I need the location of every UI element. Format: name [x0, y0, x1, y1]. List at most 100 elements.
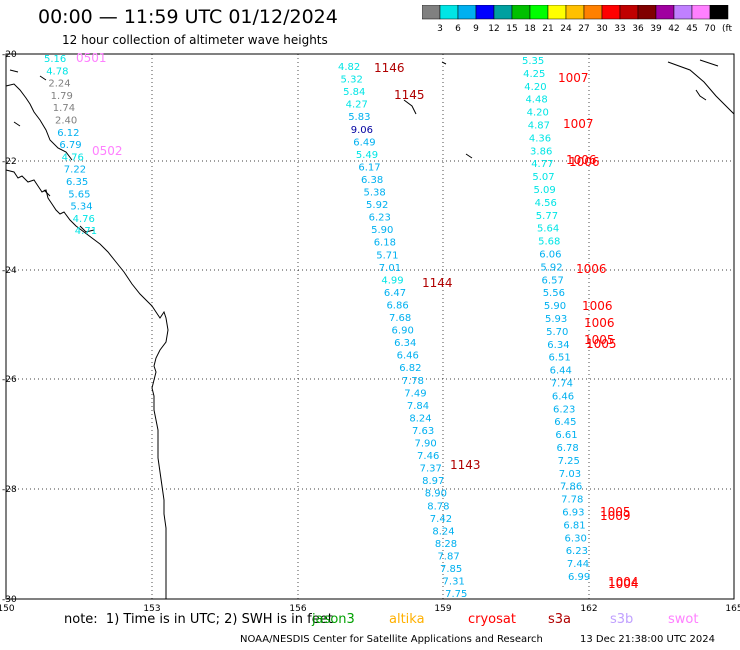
wave-height-label: 7.68 [389, 313, 411, 324]
time-label: 1146 [374, 61, 405, 75]
page-title: 00:00 — 11:59 UTC 01/12/2024 [38, 6, 338, 28]
lon-tick-label: 153 [143, 604, 160, 614]
colorbar-label: 12 [488, 24, 499, 34]
wave-height-label: 5.93 [545, 314, 567, 325]
coastline-islands [9, 69, 95, 233]
time-label: 1005 [586, 337, 617, 351]
wave-height-label: 7.78 [561, 495, 583, 506]
footer-date: 13 Dec 21:38:00 UTC 2024 [580, 634, 715, 645]
wave-height-label: 5.38 [364, 188, 386, 199]
time-label: 1004 [608, 577, 639, 591]
lat-tick-label: -20 [2, 50, 17, 60]
colorbar-label: 24 [560, 24, 572, 34]
wave-height-label: 6.17 [358, 162, 380, 173]
wave-height-label: 6.47 [384, 288, 406, 299]
colorbar-label: 45 [686, 24, 697, 34]
wave-height-label: 4.20 [524, 82, 546, 93]
time-label: 1009 [600, 509, 631, 523]
wave-height-label: 6.23 [553, 404, 575, 415]
wave-height-label: 5.16 [44, 54, 66, 65]
satellite-legend-s3b: s3b [610, 612, 634, 627]
colorbar-swatch [422, 5, 441, 20]
wave-height-label: 4.78 [46, 66, 68, 77]
wave-height-label: 6.45 [554, 417, 576, 428]
wave-height-label: 4.87 [528, 121, 550, 132]
time-label: 1004 [608, 575, 639, 589]
wave-height-label: 4.82 [338, 62, 360, 73]
wave-height-label: 5.83 [348, 112, 370, 123]
wave-height-label: 7.01 [379, 263, 401, 274]
wave-height-label: 7.87 [437, 551, 459, 562]
colorbar-label: 6 [455, 24, 461, 34]
wave-height-label: 7.46 [417, 451, 439, 462]
colorbar-swatch [439, 5, 459, 20]
wave-height-label: 5.07 [532, 172, 554, 183]
colorbar-swatch [673, 5, 693, 20]
wave-height-label: 5.64 [537, 224, 559, 235]
wave-height-label: 1.74 [53, 103, 75, 114]
lon-tick-label: 165 [725, 604, 740, 614]
wave-height-label: 6.06 [539, 250, 561, 261]
colorbar-swatch [601, 5, 621, 20]
lon-tick-label: 150 [0, 604, 15, 614]
wave-height-label: 6.23 [566, 546, 588, 557]
wave-height-label: 4.76 [62, 152, 84, 163]
time-label: 1006 [569, 155, 600, 169]
wave-height-label: 5.90 [544, 301, 566, 312]
colorbar-swatch [529, 5, 549, 20]
wave-height-label: 4.71 [75, 226, 97, 237]
wave-height-label: 7.75 [445, 589, 467, 600]
colorbar-label: 30 [596, 24, 608, 34]
wave-height-label: 8.90 [425, 489, 447, 500]
coastline-north [5, 83, 73, 161]
colorbar-label: 33 [614, 24, 625, 34]
track-layer: 5.164.782.241.791.742.406.126.794.767.22… [44, 51, 639, 600]
wave-height-label: 7.31 [443, 577, 465, 588]
wave-height-label: 7.44 [567, 559, 589, 570]
time-label: 1145 [394, 88, 425, 102]
colorbar-label: 21 [542, 24, 553, 34]
wave-height-label: 4.77 [531, 159, 553, 170]
lat-tick-label: -30 [2, 595, 17, 605]
colorbar-swatch [457, 5, 477, 20]
wave-height-label: 6.34 [394, 338, 416, 349]
wave-height-label: 5.56 [543, 288, 565, 299]
colorbar-swatch [619, 5, 639, 20]
wave-height-label: 7.90 [415, 439, 437, 450]
wave-height-label: 7.22 [64, 165, 86, 176]
colorbar-unit: (ft) [722, 24, 732, 34]
wave-height-label: 5.77 [536, 211, 558, 222]
wave-height-label: 6.46 [552, 391, 574, 402]
wave-height-label: 5.68 [538, 237, 560, 248]
lon-tick-label: 162 [580, 604, 597, 614]
colorbar-label: 3 [437, 24, 443, 34]
wave-height-label: 4.20 [527, 108, 549, 119]
time-label: 1006 [566, 153, 597, 167]
time-label: 1007 [563, 117, 594, 131]
wave-height-label: 6.82 [399, 363, 421, 374]
satellite-legend-jason3: jason3 [312, 612, 355, 627]
page-subtitle: 12 hour collection of altimeter wave hei… [62, 33, 328, 47]
colorbar-label: 9 [473, 24, 479, 34]
wave-height-label: 7.78 [402, 376, 424, 387]
colorbar-swatch [475, 5, 495, 20]
satellite-legend-swot: swot [668, 612, 699, 627]
wave-height-label: 7.37 [420, 464, 442, 475]
wave-height-label: 6.79 [59, 140, 81, 151]
time-label: 1007 [558, 71, 589, 85]
wave-height-label: 7.74 [551, 379, 573, 390]
colorbar-swatch [547, 5, 567, 20]
satellite-legend-s3a: s3a [548, 612, 572, 627]
wave-height-label: 6.34 [547, 340, 569, 351]
wave-height-label: 5.90 [371, 225, 393, 236]
colorbar-label: 39 [650, 24, 662, 34]
colorbar-swatch [493, 5, 513, 20]
australia-coastline [5, 169, 169, 599]
wave-height-label: 9.06 [351, 125, 373, 136]
lon-tick-label: 156 [289, 604, 306, 614]
wave-height-label: 5.35 [522, 56, 544, 67]
wave-height-label: 8.24 [409, 413, 431, 424]
wave-height-label: 7.49 [404, 388, 426, 399]
